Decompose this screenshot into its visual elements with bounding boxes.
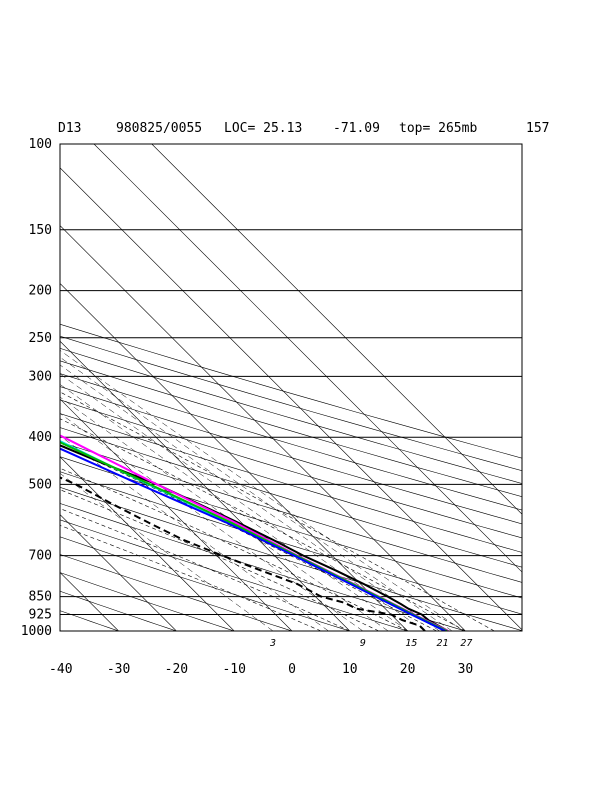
pressure-tick-label: 100 — [29, 137, 52, 152]
background-grid — [0, 144, 522, 631]
temperature-tick-label: -10 — [222, 662, 245, 677]
mixing-ratio-label: 9 — [360, 638, 366, 649]
pressure-tick-label: 300 — [29, 369, 52, 384]
isotherm-line — [60, 456, 235, 631]
moist-adiabat-line — [60, 467, 408, 631]
pressure-tick-label: 700 — [29, 549, 52, 564]
mixing-ratio-line — [60, 373, 426, 631]
pressure-tick-label: 150 — [29, 223, 52, 238]
dry-adiabat-line — [60, 373, 522, 511]
sounding-trace — [60, 441, 448, 631]
moist-adiabat-line — [60, 391, 495, 631]
sounding-trace — [60, 447, 446, 631]
dry-adiabat-line — [60, 413, 522, 553]
chart-header: D13 980825/0055 LOC= 25.13 -71.09 top= 2… — [58, 121, 549, 136]
temperature-tick-label: -30 — [107, 662, 130, 677]
header-loc: LOC= 25.13 — [224, 121, 302, 136]
pressure-tick-label: 250 — [29, 331, 52, 346]
mixing-ratio-label: 27 — [460, 638, 472, 649]
sounding-trace — [60, 444, 449, 631]
dry-adiabat-line — [60, 503, 466, 631]
dry-adiabat-line — [60, 386, 522, 525]
isotherm-line — [60, 340, 351, 631]
pressure-tick-label: 925 — [29, 608, 52, 623]
mixing-ratio-line — [60, 384, 409, 631]
mixing-ratio-line — [60, 413, 364, 631]
dry-adiabat-line — [60, 487, 522, 631]
dry-adiabat-line — [60, 399, 522, 539]
moist-adiabat-line — [60, 525, 322, 631]
moist-adiabat-line — [60, 508, 350, 631]
isotherm-line — [60, 398, 293, 631]
temperature-axis: -40 -30 -20 -10 0 10 20 30 — [49, 662, 473, 677]
temperature-tick-label: 20 — [400, 662, 416, 677]
mixing-ratio-labels: 3 9 15 21 27 — [269, 638, 472, 649]
dry-adiabat-line — [60, 519, 408, 631]
moist-adiabat-line — [60, 444, 437, 631]
temperature-tick-label: 30 — [458, 662, 474, 677]
moist-adiabat-line — [60, 418, 466, 631]
dry-adiabat-line — [60, 323, 522, 459]
mixing-ratio-line — [60, 364, 440, 631]
dry-adiabat-line — [60, 471, 522, 615]
header-datetime: 980825/0055 — [116, 121, 202, 136]
plot-frame — [59, 143, 523, 632]
moist-adiabat-line — [60, 489, 379, 631]
temperature-tick-label: 10 — [342, 662, 358, 677]
isotherm-line — [60, 167, 522, 631]
header-station: D13 — [58, 121, 81, 136]
temperature-tick-label: -20 — [165, 662, 188, 677]
pressure-tick-label: 200 — [29, 284, 52, 299]
isotherm-line — [0, 144, 3, 631]
sounding-trace — [60, 440, 446, 631]
dry-adiabat-line — [60, 536, 350, 631]
dry-adiabat-line — [60, 456, 522, 599]
pressure-tick-label: 400 — [29, 430, 52, 445]
dry-adiabat-line — [60, 572, 235, 631]
mixing-ratio-label: 3 — [269, 638, 276, 649]
dry-adiabat-line — [60, 610, 119, 631]
isotherm-line — [151, 144, 522, 515]
isotherm-line — [60, 571, 119, 631]
mixing-ratio-line — [60, 350, 464, 631]
pressure-tick-label: 850 — [29, 590, 52, 605]
temperature-tick-label: 0 — [288, 662, 296, 677]
mixing-ratio-label: 15 — [405, 638, 417, 649]
mixing-ratio-line — [60, 356, 453, 631]
temperature-tick-label: -40 — [49, 662, 72, 677]
sounding-traces — [60, 434, 449, 631]
header-lon: -71.09 — [333, 121, 380, 136]
isotherm-line — [60, 225, 466, 631]
dry-adiabat-line — [60, 335, 522, 471]
dry-adiabat-line — [60, 554, 293, 631]
mixing-ratio-label: 21 — [437, 638, 449, 649]
dry-adiabat-line — [60, 441, 522, 583]
sounding-trace — [60, 434, 449, 631]
header-top: top= 265mb — [399, 121, 477, 136]
isotherm-line — [60, 514, 177, 631]
dry-adiabat-line — [60, 590, 177, 631]
isotherm-line — [60, 282, 408, 631]
header-number: 157 — [526, 121, 549, 136]
pressure-tick-label: 1000 — [21, 624, 52, 639]
dry-adiabat-line — [60, 427, 522, 568]
pressure-tick-label: 500 — [29, 477, 52, 492]
isotherm-line — [93, 144, 522, 573]
